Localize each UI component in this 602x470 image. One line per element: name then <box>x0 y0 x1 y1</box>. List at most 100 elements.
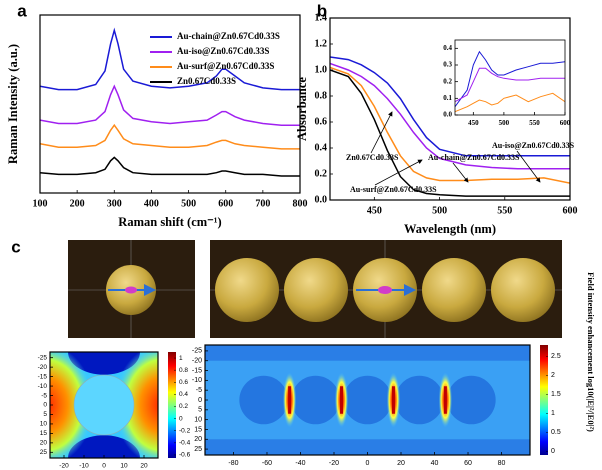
y-tick-label: 25 <box>194 446 202 453</box>
x-tick-label: 550 <box>497 205 512 216</box>
plot-lines <box>330 56 570 197</box>
panel-label: a <box>17 1 27 20</box>
series-line <box>40 156 300 177</box>
label-arrow <box>370 111 393 154</box>
series-label: Au-chain@Zn0.67Cd0.33S <box>428 153 520 162</box>
y-tick-label: 1.4 <box>315 12 328 23</box>
y-axis-title: Absorbance <box>295 77 309 141</box>
series-label: Au-iso@Zn0.67Cd0.33S <box>492 141 575 150</box>
field-map <box>50 352 158 458</box>
particle <box>73 374 135 436</box>
colorbar-tick-label: 1.5 <box>551 391 561 398</box>
series-line <box>330 69 570 197</box>
x-tick-label: -10 <box>79 463 89 470</box>
panel: 2.5 2 1.5 1 0.5 0 Field intensity enhancement … <box>192 272 596 467</box>
colorbar-tick-label: 0.6 <box>179 379 188 386</box>
y-tick-label: 1.0 <box>315 64 328 75</box>
particle <box>447 375 496 425</box>
colorbar-tick-label: 0 <box>551 448 555 455</box>
label-arrow <box>374 159 423 186</box>
x-tick-label: 80 <box>498 460 506 467</box>
y-tick-label: 0.2 <box>443 77 452 85</box>
colorbar-tick-label: 2 <box>551 372 555 379</box>
panel: Au-chain@Zn0.67Cd0.33S Au-iso@Zn0.67Cd0.3… <box>295 1 578 235</box>
hotspot <box>443 386 447 414</box>
colorbar-tick-label: 0.4 <box>179 391 188 398</box>
y-tick-label: -25 <box>38 354 48 361</box>
x-axis-title: Raman shift (cm⁻¹) <box>118 215 221 229</box>
y-tick-label: -15 <box>38 373 48 380</box>
y-tick-label: 15 <box>40 430 48 437</box>
hotspot <box>288 386 292 414</box>
x-tick-label: 400 <box>144 198 159 209</box>
y-axis-title: Raman Intensity (a.u.) <box>6 44 20 164</box>
field-low <box>68 352 140 375</box>
x-tick-label: 0 <box>102 463 106 470</box>
panel-label: c <box>11 237 20 256</box>
series-line <box>40 27 300 91</box>
x-tick-label: 10 <box>120 463 128 470</box>
x-tick-label: 800 <box>293 198 308 209</box>
x-tick-label: 20 <box>140 463 148 470</box>
x-tick-label: 100 <box>33 198 48 209</box>
y-tick-label: 0.0 <box>443 111 452 119</box>
y-tick-label: -10 <box>192 377 202 384</box>
y-tick-label: 0.8 <box>315 90 328 101</box>
field-high <box>114 352 158 458</box>
particle <box>395 375 444 425</box>
y-tick-label: -20 <box>192 358 202 365</box>
plot-frame <box>329 17 571 201</box>
x-tick-label: 450 <box>468 119 479 127</box>
x-tick-label: 0 <box>366 460 370 467</box>
panel-label: b <box>317 1 327 20</box>
hotspot <box>391 386 395 414</box>
y-tick-label: 20 <box>40 440 48 447</box>
y-tick-label: 0.6 <box>315 116 328 127</box>
x-tick-label: -80 <box>228 460 238 467</box>
field-low <box>68 435 140 458</box>
label-arrow <box>516 150 541 183</box>
series-label: Zn0.67Cd0.33S <box>346 153 399 162</box>
x-tick-label: 40 <box>431 460 439 467</box>
x-tick-label: 500 <box>432 205 447 216</box>
y-tick-label: -25 <box>192 348 202 355</box>
colorbar-title: Field intensity enhancement log10(|E|²/|… <box>586 272 596 432</box>
series-line <box>455 50 565 107</box>
y-tick-label: -20 <box>38 364 48 371</box>
legend-label: Au-iso@Zn0.67Cd0.33S <box>177 46 269 56</box>
x-tick-label: 600 <box>218 198 233 209</box>
y-tick-label: 20 <box>194 436 202 443</box>
y-tick-label: -5 <box>41 392 47 399</box>
particle <box>239 375 288 425</box>
colorbar-tick-label: 0.5 <box>551 429 561 436</box>
label-arrow <box>452 162 469 183</box>
colorbar-tick-label: -0.2 <box>179 427 191 434</box>
y-tick-label: -10 <box>38 383 48 390</box>
x-tick-label: 20 <box>397 460 405 467</box>
plot-frame <box>39 14 301 194</box>
colorbar-tick-label: 1 <box>551 410 555 417</box>
y-tick-label: 0 <box>198 397 202 404</box>
series-line <box>40 123 300 150</box>
particle <box>291 375 340 425</box>
colorbar-tick-label: 1 <box>179 355 183 362</box>
x-tick-label: 500 <box>181 198 196 209</box>
series-line <box>455 92 565 113</box>
x-tick-label: 200 <box>70 198 85 209</box>
y-tick-label: -15 <box>192 367 202 374</box>
x-tick-label: -60 <box>262 460 272 467</box>
x-tick-label: -20 <box>329 460 339 467</box>
panel: 450 500 550 600 0.0 0.1 0.2 0.3 0.4 <box>443 39 571 127</box>
colorbar-tick-label: 0.2 <box>179 403 188 410</box>
field-low <box>205 345 530 361</box>
x-tick-label: 600 <box>560 119 571 127</box>
series-line <box>40 84 300 126</box>
x-tick-label: 450 <box>367 205 382 216</box>
series-line <box>330 56 570 157</box>
chain-image <box>210 240 562 338</box>
x-tick-label: -40 <box>295 460 305 467</box>
legend-label: Au-chain@Zn0.67Cd0.33S <box>177 31 280 41</box>
field-map <box>205 345 530 455</box>
series-line <box>330 66 570 184</box>
